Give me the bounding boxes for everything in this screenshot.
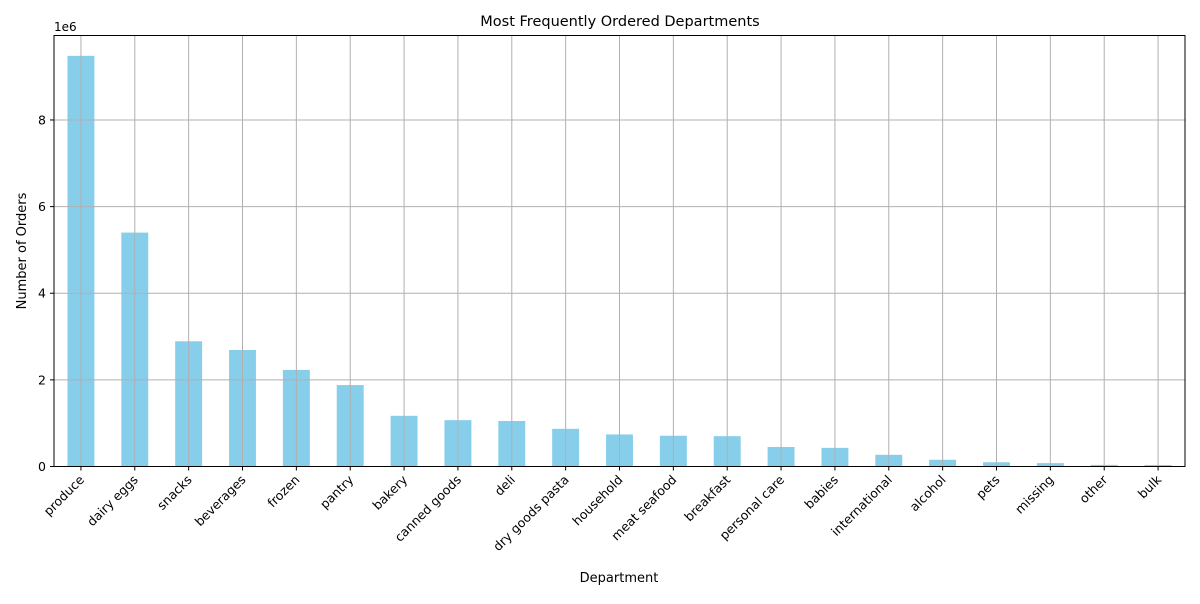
x-tick-label: pets [973,472,1003,502]
x-tick-label: other [1076,471,1111,506]
y-tick-label: 4 [38,286,46,301]
y-axis-offset-label: 1e6 [54,20,77,34]
x-tick-label: pantry [317,472,357,512]
x-tick-label: alcohol [907,472,949,514]
axes [50,119,1159,471]
y-tick-label: 6 [38,199,46,214]
x-tick-label: dairy eggs [84,472,141,529]
x-tick-label: babies [801,472,841,512]
x-tick-label: household [569,472,625,528]
y-tick-label: 2 [38,372,46,387]
x-tick-label: beverages [192,472,249,529]
plot-frame [53,35,1186,467]
x-axis-label: Department [580,571,659,586]
y-tick-label: 0 [38,459,46,474]
grid-lines [54,35,1185,467]
x-tick-label: breakfast [681,472,733,524]
x-tick-label: snacks [154,472,195,513]
x-tick-label: missing [1012,472,1057,517]
x-tick-label: deli [491,472,518,499]
chart-title: Most Frequently Ordered Departments [480,14,759,30]
x-tick-label: bulk [1135,471,1165,501]
x-tick-label: bakery [369,472,410,513]
y-tick-label: 8 [38,112,46,127]
y-axis-label: Number of Orders [15,192,30,309]
x-tick-label: produce [40,472,87,519]
x-tick-label: frozen [264,472,302,510]
